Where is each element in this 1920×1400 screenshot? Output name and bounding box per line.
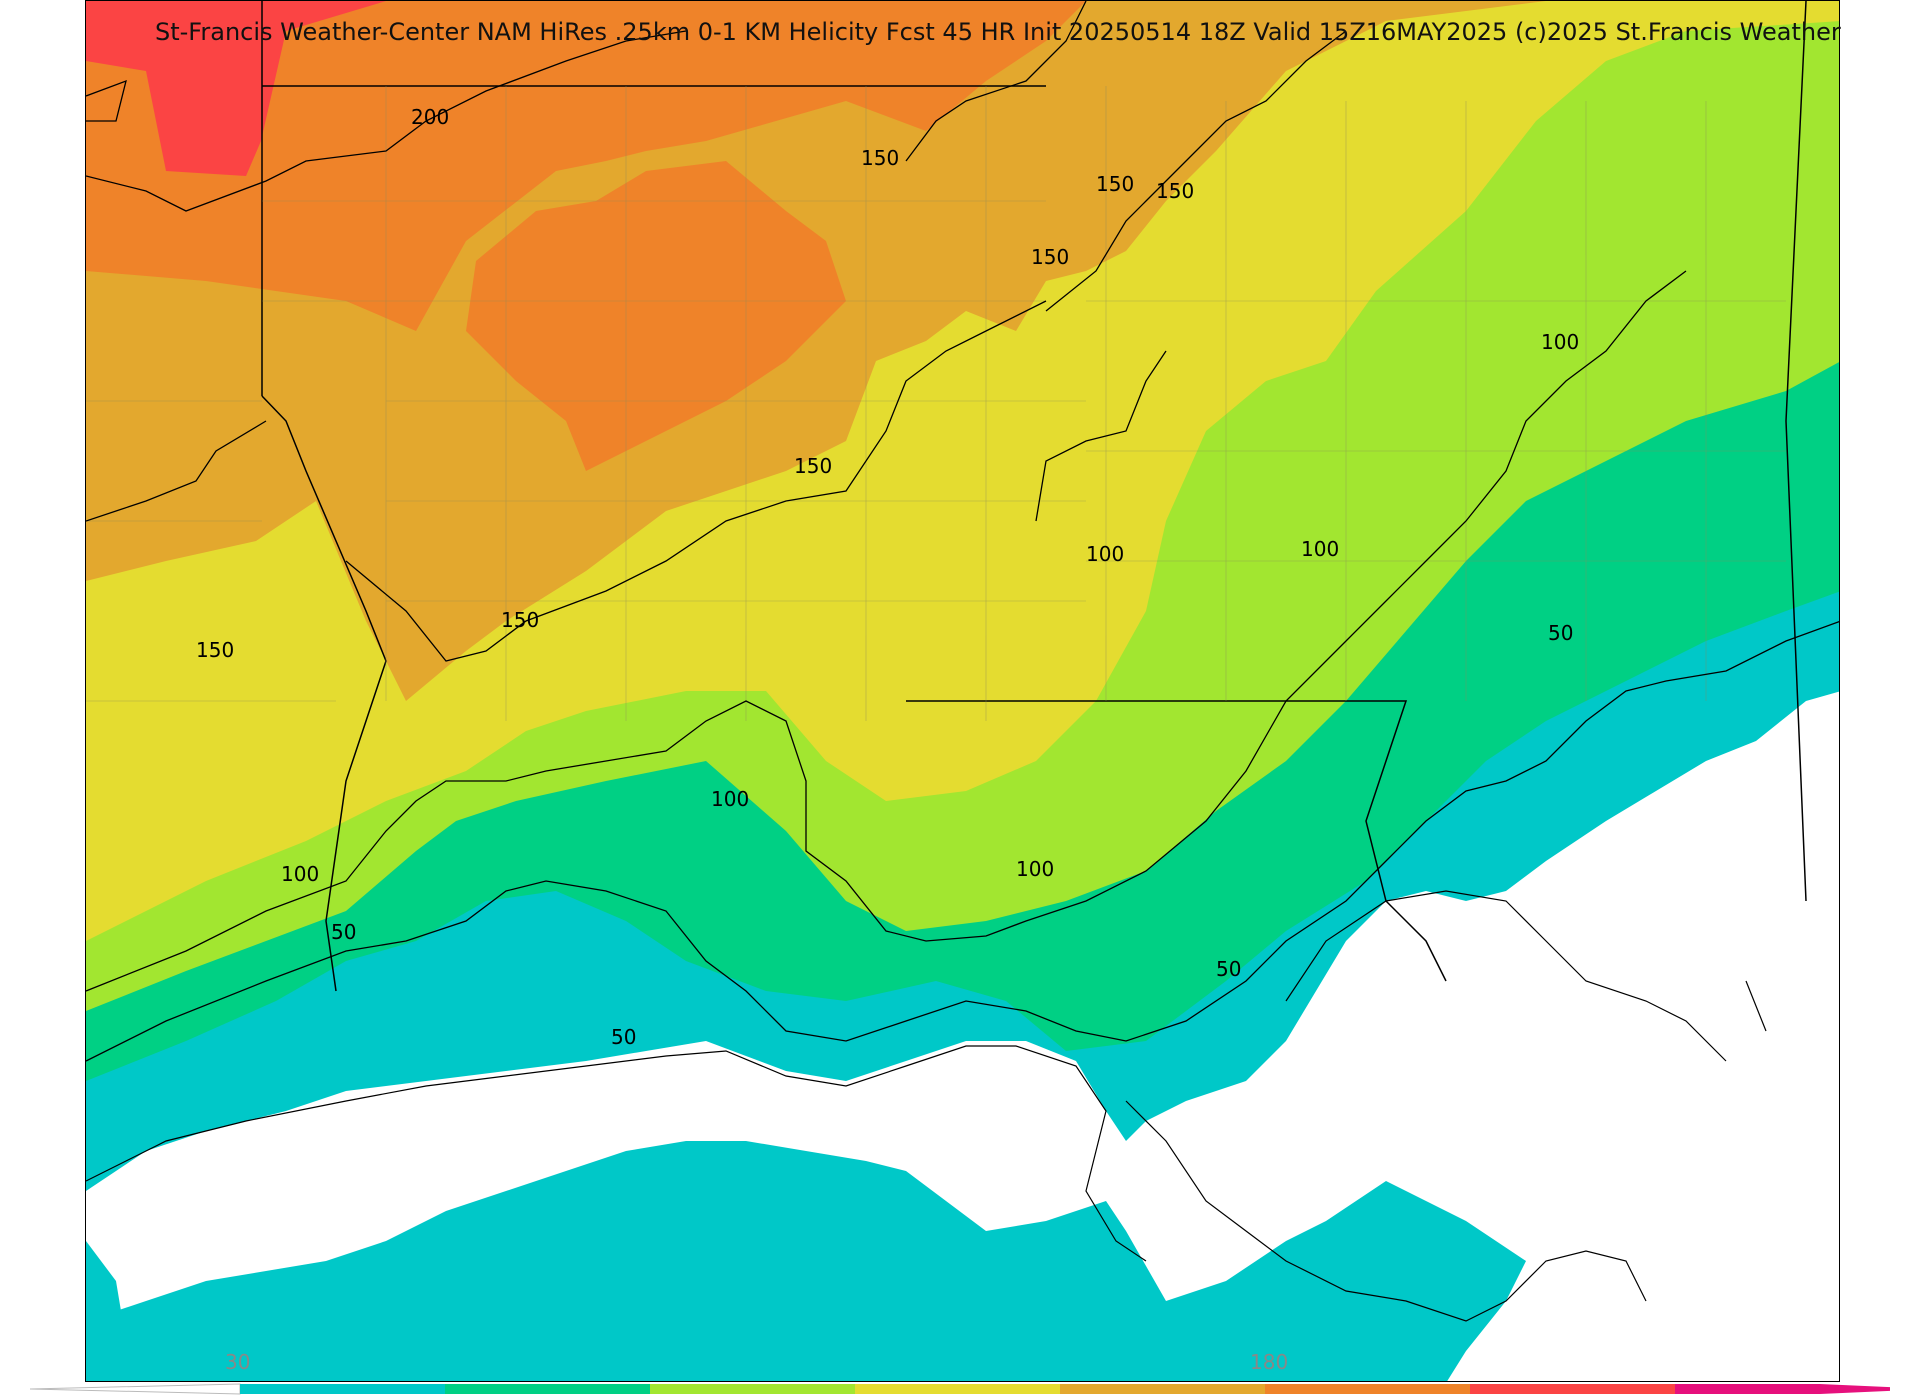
contour-label: 100	[1301, 537, 1339, 561]
band-orange-inner	[466, 161, 846, 471]
contour-label-group: 200 150 150 150 150 150 150 150 100 100 …	[196, 105, 1579, 1049]
gulf-area	[86, 691, 1839, 1381]
helicity-map: 200 150 150 150 150 150 150 150 100 100 …	[86, 1, 1839, 1381]
colorbar-bin	[1470, 1384, 1675, 1394]
contour-label: 100	[1541, 330, 1579, 354]
state-borders	[261, 1, 1807, 992]
contour-label: 100	[1016, 857, 1054, 881]
contour-label: 50	[331, 920, 356, 944]
contour-label: 150	[1031, 245, 1069, 269]
colorbar-bin	[240, 1384, 445, 1394]
colorbar-tick-label: 30	[225, 1350, 251, 1374]
contour-label: 150	[196, 638, 234, 662]
colorbar-bin	[1060, 1384, 1265, 1394]
colorbar-bin	[855, 1384, 1060, 1394]
county-lines	[86, 86, 1786, 721]
colorbar-left-arrow	[30, 1383, 241, 1395]
band-cyan-sw	[86, 1241, 126, 1381]
contour-label: 50	[1216, 957, 1241, 981]
contour-label: 150	[861, 146, 899, 170]
map-title: St-Francis Weather-Center NAM HiRes .25k…	[155, 18, 1841, 46]
colorbar-bin	[1675, 1384, 1890, 1394]
contour-lines	[86, 1, 1839, 1062]
colorbar-tick-label: 180	[1250, 1350, 1289, 1374]
contour-label: 100	[1086, 542, 1124, 566]
contour-label: 150	[1156, 179, 1194, 203]
coastline	[86, 890, 1767, 1322]
contour-label: 150	[1096, 172, 1134, 196]
contour-label: 150	[501, 608, 539, 632]
contour-label: 50	[1548, 621, 1573, 645]
map-frame: 200 150 150 150 150 150 150 150 100 100 …	[85, 0, 1840, 1382]
colorbar-bin	[650, 1384, 855, 1394]
contour-label: 100	[281, 862, 319, 886]
contour-label: 50	[611, 1025, 636, 1049]
colorbar-bin	[1265, 1384, 1470, 1394]
contour-label: 200	[411, 105, 449, 129]
contour-label: 150	[794, 454, 832, 478]
colorbar-bin	[445, 1384, 650, 1394]
colorbar	[30, 1383, 1890, 1395]
contour-label: 100	[711, 787, 749, 811]
